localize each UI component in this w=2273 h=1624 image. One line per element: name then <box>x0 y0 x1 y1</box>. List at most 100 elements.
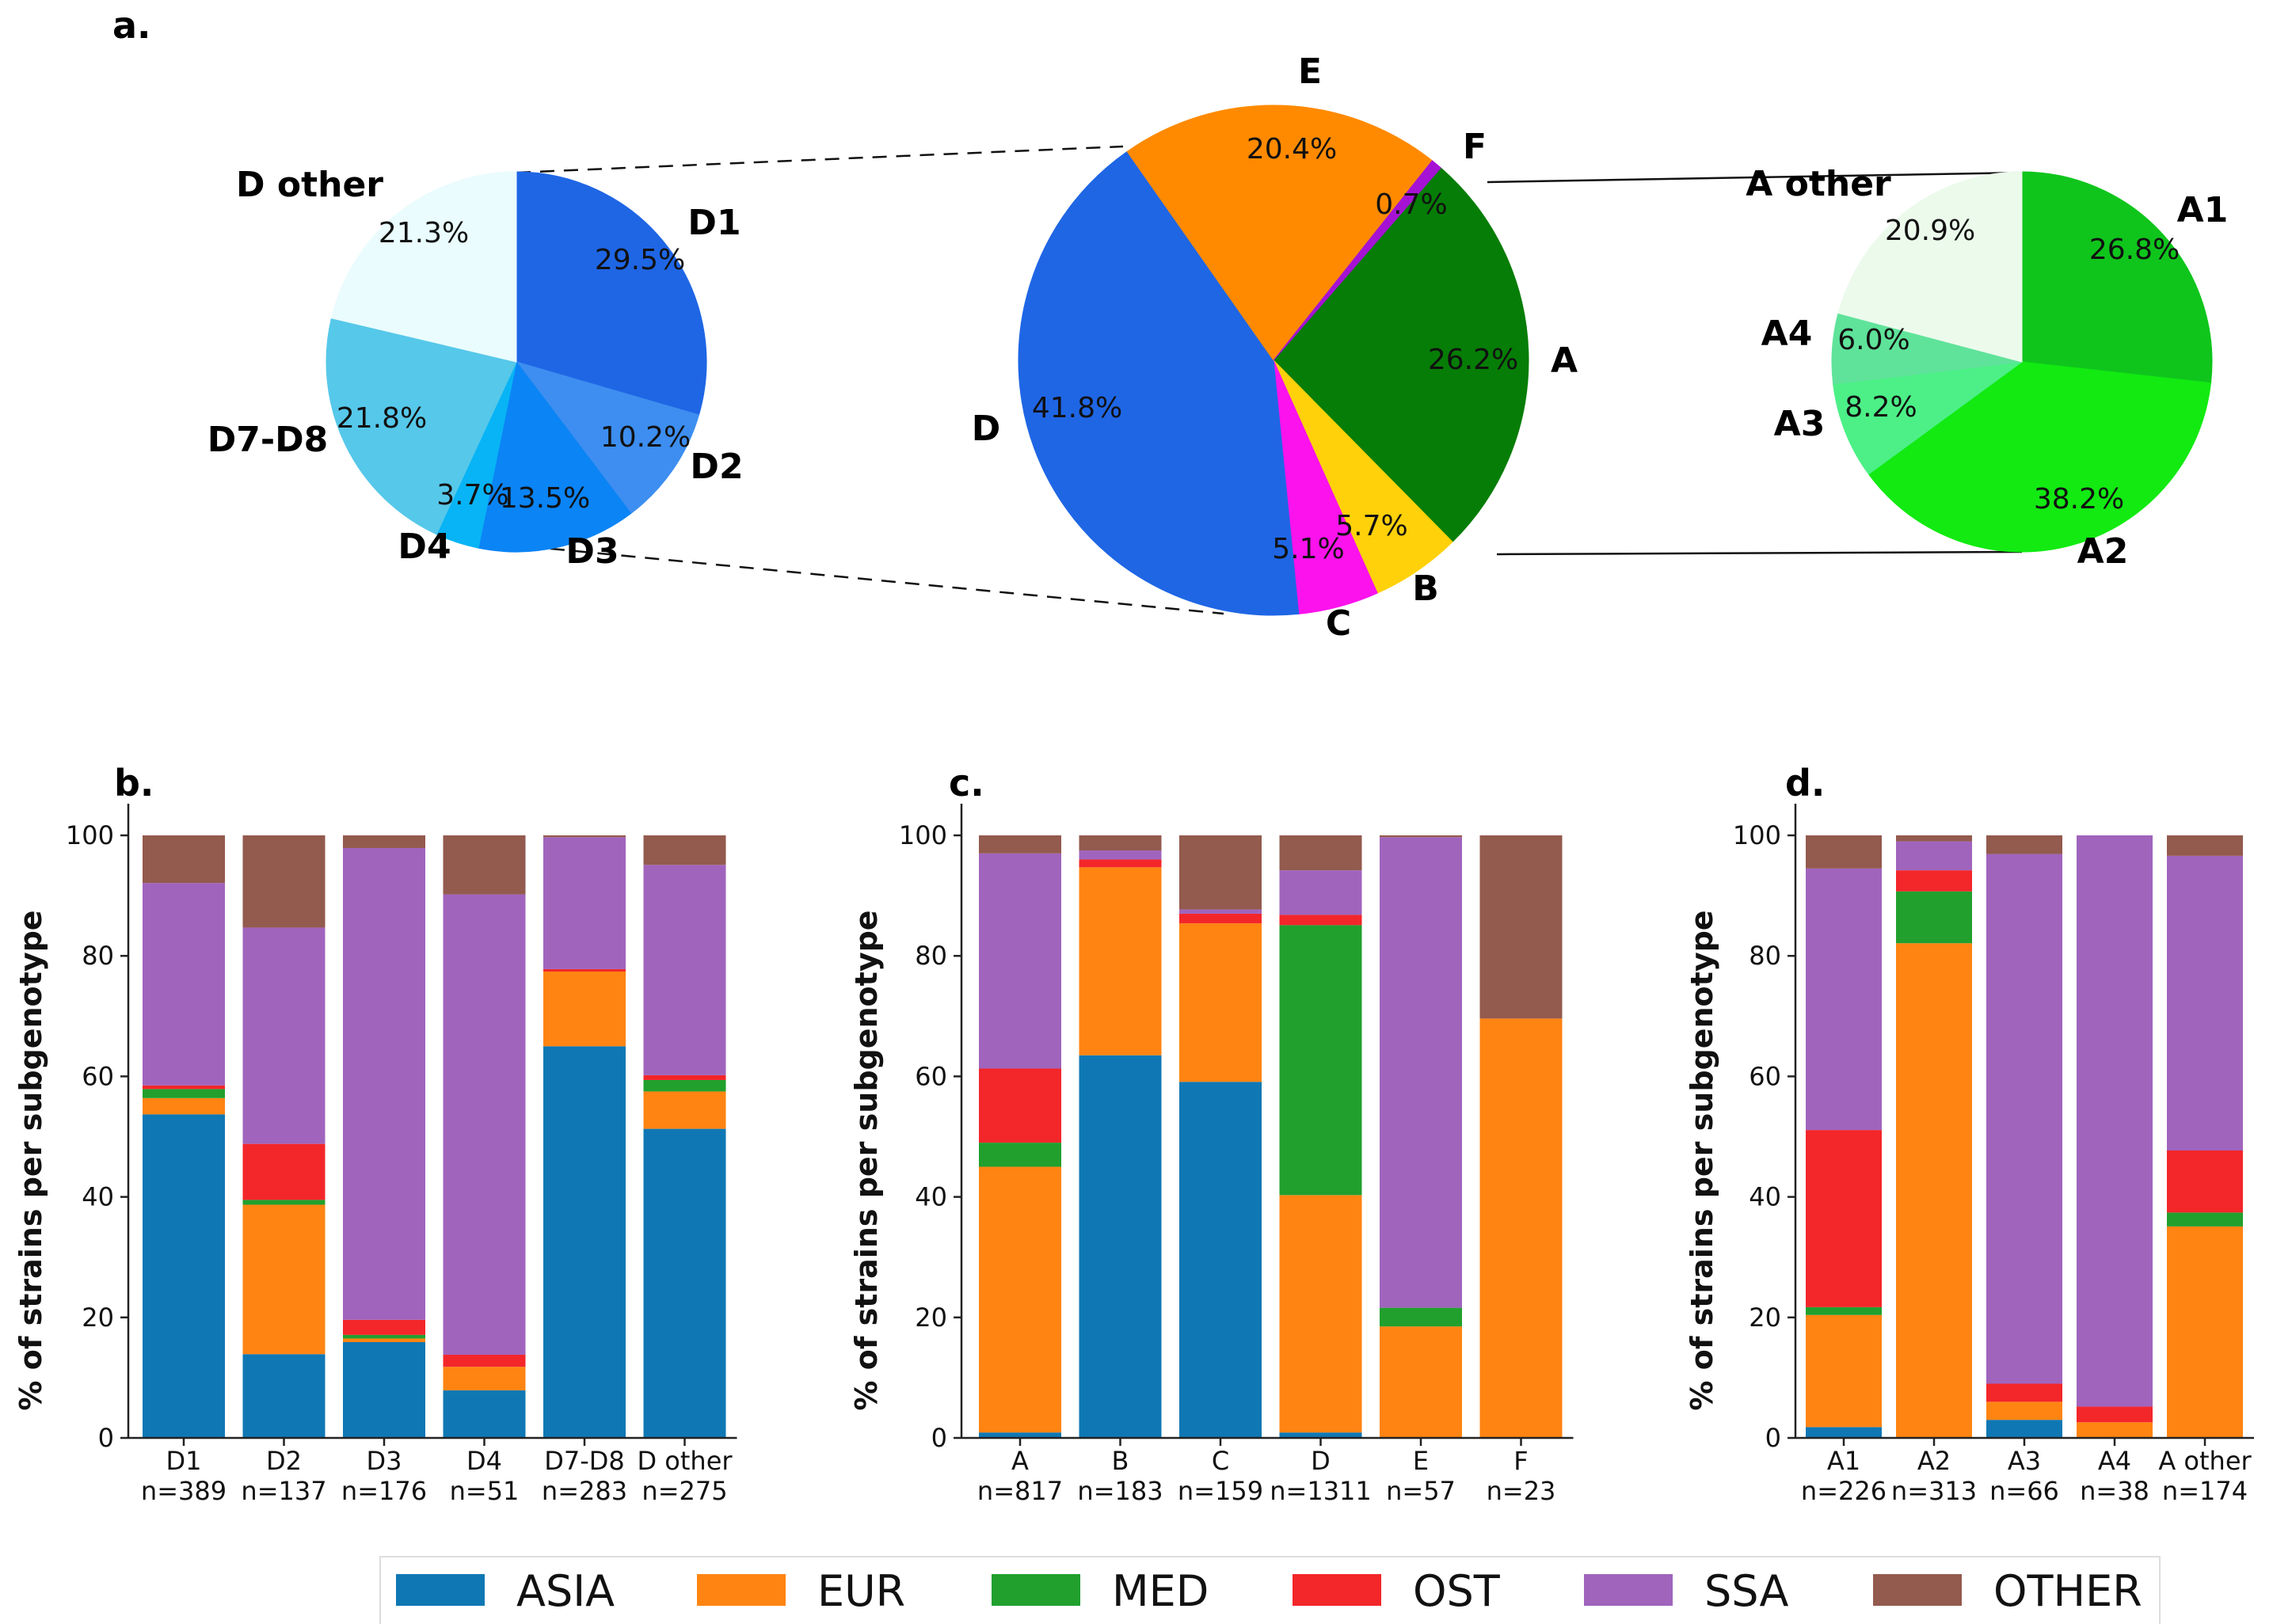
bar-segment-d-asia <box>1279 1432 1362 1438</box>
y-tick-label-0: 0 <box>1765 1423 1781 1453</box>
bar-segment-a3-other <box>1986 835 2062 854</box>
pie-percent-a1: 26.8% <box>2089 234 2180 266</box>
bar-segment-c-asia <box>1179 1082 1262 1438</box>
bar-segment-a1-ssa <box>1806 868 1882 1131</box>
pie-slice-a-other <box>1837 171 2023 363</box>
bar-segment-d1-med <box>143 1089 225 1098</box>
panel-label-b: b. <box>114 762 154 804</box>
y-axis-title: % of strains per subgenotype <box>849 910 884 1410</box>
pie-percent-f: 0.7% <box>1375 188 1447 221</box>
bar-segment-d3-asia <box>343 1342 425 1438</box>
bar-segment-e-eur <box>1380 1326 1462 1438</box>
bar-segment-d-other-ost <box>643 1074 726 1080</box>
bar-segment-d7-d8-eur <box>543 971 626 1047</box>
bar-segment-a3-eur <box>1986 1402 2062 1421</box>
bar-segment-e-ssa <box>1380 837 1462 1308</box>
bar-segment-d2-ost <box>242 1143 326 1200</box>
pie-label-a2: A2 <box>2077 531 2129 572</box>
bar-segment-d1-ost <box>143 1085 225 1090</box>
bar-segment-a-asia <box>979 1432 1061 1438</box>
pie-percent-d7-d8: 21.8% <box>337 402 427 435</box>
bar-segment-d-other-other <box>643 835 726 865</box>
bar-segment-a-other <box>979 835 1061 854</box>
x-count-label-a: n=817 <box>977 1476 1063 1506</box>
bar-segment-a-other-eur <box>2167 1226 2243 1438</box>
bar-segment-a1-ost <box>1806 1130 1882 1307</box>
y-tick-label-100: 100 <box>899 820 947 850</box>
y-tick-label-80: 80 <box>1749 941 1781 971</box>
pie-slice-f <box>1273 160 1441 361</box>
bar-segment-a2-ssa <box>1896 841 1972 871</box>
legend-frame <box>379 1556 2161 1624</box>
y-tick-label-60: 60 <box>82 1061 114 1091</box>
legend-label-eur: EUR <box>817 1566 905 1616</box>
y-tick-label-20: 20 <box>1749 1303 1781 1333</box>
legend-swatch-other <box>1873 1574 1962 1606</box>
pie-label-d-other: D other <box>236 165 383 205</box>
bar-segment-b-ssa <box>1079 850 1162 860</box>
y-axis-title: % of strains per subgenotype <box>1685 910 1719 1410</box>
pie-slice-d <box>1018 150 1300 616</box>
legend-swatch-med <box>992 1574 1080 1606</box>
bar-segment-d-eur <box>1279 1195 1362 1433</box>
pie-percent-a2: 38.2% <box>2034 483 2124 515</box>
pie-label-d1: D1 <box>687 203 741 243</box>
y-tick-label-20: 20 <box>915 1303 947 1333</box>
connector-a-top <box>1487 171 2023 184</box>
x-tick-label-d2: D2 <box>266 1446 302 1476</box>
bar-segment-a4-eur <box>2077 1422 2153 1438</box>
bar-segment-d3-ssa <box>343 847 425 1320</box>
x-tick-label-a1: A1 <box>1827 1446 1860 1476</box>
panel-label-d: d. <box>1785 762 1825 804</box>
bar-segment-d-med <box>1279 925 1362 1196</box>
x-count-label-a4: n=38 <box>2080 1476 2149 1506</box>
bar-segment-d-other-asia <box>643 1128 726 1438</box>
pie-percent-a4: 6.0% <box>1837 324 1909 356</box>
pie-percent-b: 5.7% <box>1335 510 1407 542</box>
bar-segment-a-ost <box>979 1068 1061 1143</box>
x-count-label-d-other: n=275 <box>642 1476 727 1506</box>
x-tick-label-a2: A2 <box>1917 1446 1951 1476</box>
pie-percent-e: 20.4% <box>1247 133 1337 165</box>
x-count-label-d3: n=176 <box>341 1476 427 1506</box>
bar-segment-a-med <box>979 1143 1061 1167</box>
x-count-label-a2: n=313 <box>1891 1476 1977 1506</box>
pie-label-f: F <box>1463 127 1487 167</box>
legend-swatch-ssa <box>1584 1574 1673 1606</box>
bar-segment-d-other <box>1279 835 1362 871</box>
pie-percent-a: 26.2% <box>1428 344 1518 376</box>
pie-percent-d: 41.8% <box>1032 392 1122 424</box>
pie-label-e: E <box>1298 51 1322 92</box>
bar-segment-d4-other <box>443 835 526 895</box>
y-tick-label-60: 60 <box>915 1061 947 1091</box>
bar-segment-b-asia <box>1079 1055 1162 1438</box>
pie-label-b: B <box>1412 569 1439 609</box>
bar-segment-a2-other <box>1896 835 1972 842</box>
bar-segment-d4-ost <box>443 1354 526 1367</box>
x-count-label-a-other: n=174 <box>2162 1476 2248 1506</box>
pie-percent-d4: 3.7% <box>436 479 508 512</box>
bar-segment-d2-med <box>242 1200 326 1205</box>
bar-segment-d7-d8-other <box>543 835 626 838</box>
x-count-label-d7-d8: n=283 <box>542 1476 627 1506</box>
pie-label-a: A <box>1551 340 1578 381</box>
bar-segment-a1-eur <box>1806 1314 1882 1428</box>
x-tick-label-a3: A3 <box>2008 1446 2041 1476</box>
bar-chart-b: D1n=389 D2n=137 D3n=176 D4n=51 D7-D8n=283 D o… <box>13 804 737 1506</box>
x-tick-label-a: A <box>1011 1446 1029 1476</box>
bar-segment-a3-ost <box>1986 1383 2062 1402</box>
x-tick-label-d-other: D other <box>637 1446 733 1476</box>
bar-segment-a2-ost <box>1896 870 1972 892</box>
pie-percent-d3: 13.5% <box>500 482 590 515</box>
x-count-label-f: n=23 <box>1487 1476 1556 1506</box>
bar-segment-a2-eur <box>1896 943 1972 1438</box>
bar-segment-a-other-ssa <box>2167 855 2243 1150</box>
bar-segment-d7-d8-ost <box>543 968 626 972</box>
pie-label-c: C <box>1326 603 1351 644</box>
bar-segment-d-other-med <box>643 1079 726 1092</box>
pie-slice-a <box>1273 167 1529 543</box>
pie-label-d2: D2 <box>690 447 743 487</box>
bar-segment-e-med <box>1380 1307 1462 1327</box>
pie-label-a3: A3 <box>1774 404 1826 444</box>
